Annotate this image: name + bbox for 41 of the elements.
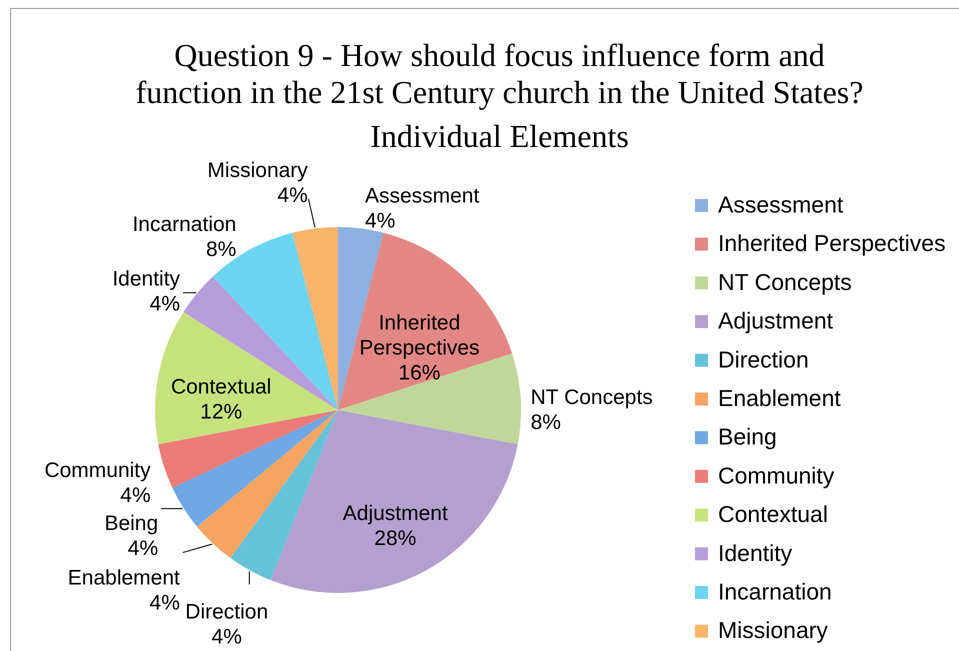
data-label: 4%: [277, 184, 308, 207]
data-label: 8%: [206, 238, 236, 262]
slice-label: Direction: [185, 600, 268, 624]
slice-label: Incarnation: [132, 213, 236, 236]
data-label: 28%: [374, 527, 416, 550]
legend-label: Incarnation: [718, 578, 832, 604]
slice-label: NT Concepts: [530, 386, 653, 409]
slice-label: Being: [104, 512, 158, 536]
slice-label: Identity: [112, 267, 181, 290]
legend-label: Community: [718, 462, 835, 488]
legend-label: Enablement: [718, 385, 842, 411]
slice-label: Missionary: [207, 158, 308, 182]
data-label: 16%: [398, 361, 440, 384]
data-label: 4%: [150, 292, 180, 316]
data-label: 4%: [120, 484, 151, 507]
slice-label: Assessment: [364, 184, 480, 208]
data-label: 8%: [530, 410, 561, 434]
legend-label: Adjustment: [718, 308, 834, 334]
legend-label: Identity: [718, 540, 793, 566]
pie-slice: [292, 227, 338, 410]
legend-label: NT Concepts: [718, 268, 852, 295]
legend-label: Assessment: [718, 192, 844, 218]
legend-label: Direction: [718, 346, 809, 372]
legend-label: Inherited Perspectives: [718, 230, 946, 256]
pie-slice: [338, 232, 512, 410]
chart-title: Question 9 - How should focus influence form and function in the 21st Century church in the United States?: [136, 37, 864, 110]
slice-label: Community: [44, 458, 152, 482]
chart-subtitle: Individual Elements: [370, 118, 629, 154]
legend-label: Missionary: [718, 617, 828, 644]
slice-label: Contextual: [170, 376, 272, 399]
slice-label: Enablement: [68, 566, 180, 590]
data-label: 4%: [128, 537, 158, 560]
legend-label: Being: [718, 424, 777, 450]
data-label: 4%: [150, 591, 180, 614]
pie-slice: [155, 312, 338, 444]
data-label: 12%: [200, 400, 242, 424]
slice-label: Inherited Perspectives: [359, 311, 480, 360]
data-label: 4%: [212, 625, 242, 648]
legend-label: Contextual: [718, 501, 828, 528]
data-label: 4%: [364, 210, 396, 233]
slice-label: Adjustment: [342, 502, 448, 526]
